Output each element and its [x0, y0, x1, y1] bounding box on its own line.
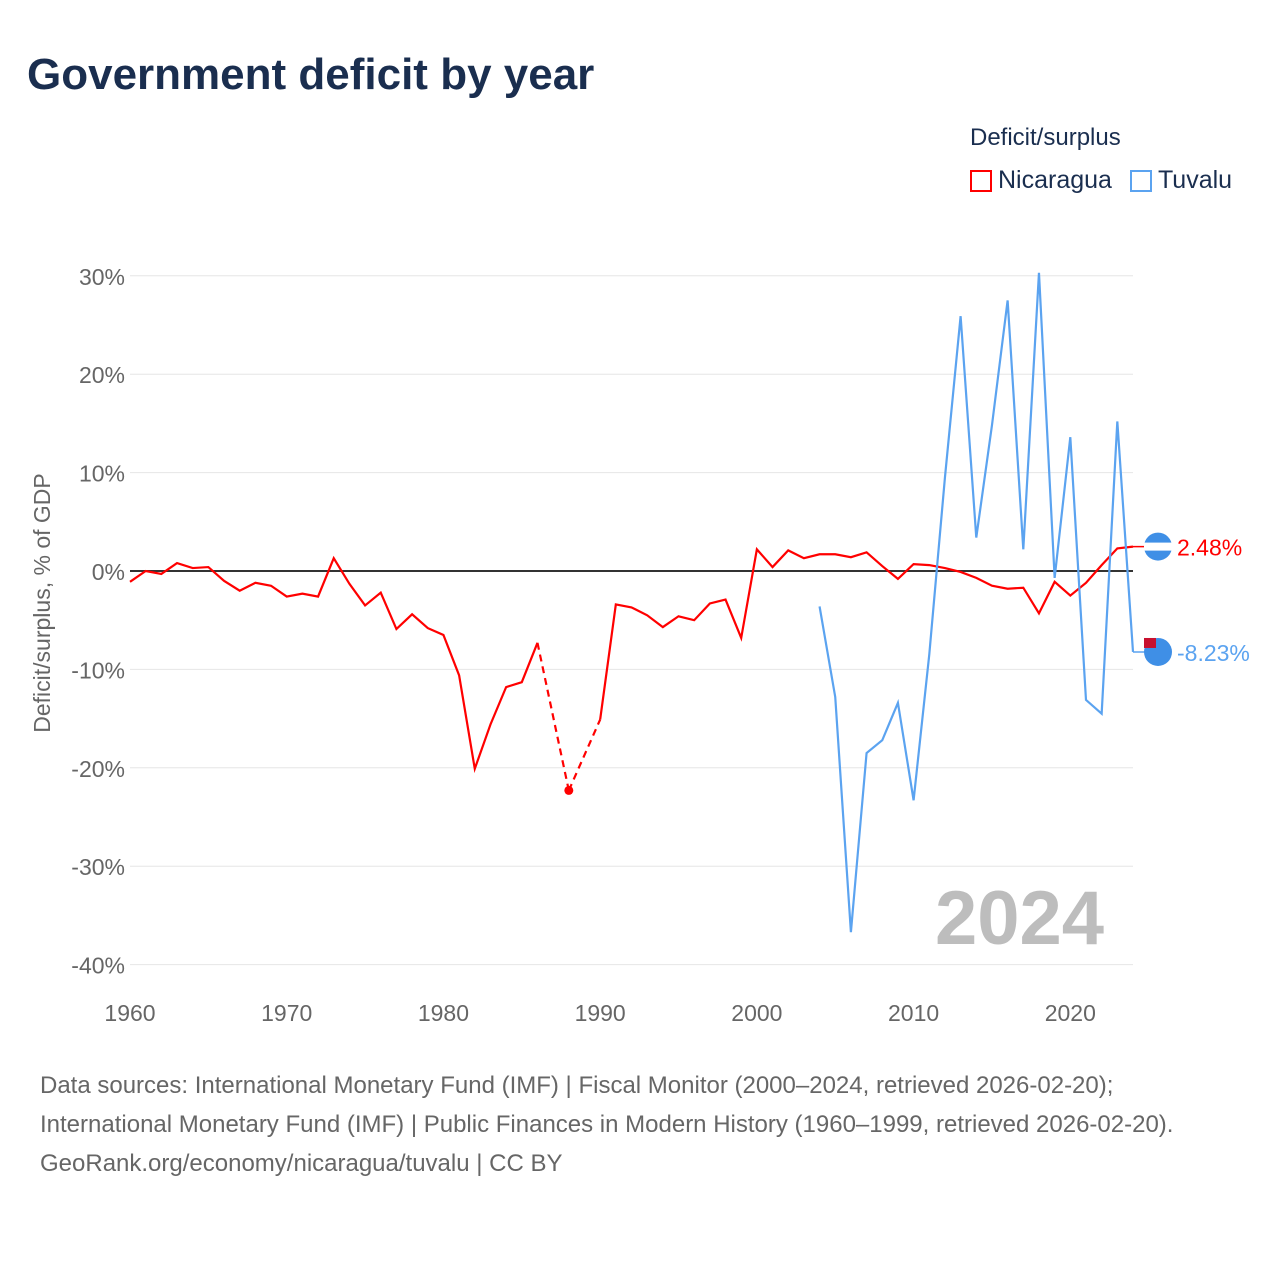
legend-swatch [1129, 169, 1152, 192]
legend-swatch [970, 169, 992, 192]
x-tick-label: 2010 [888, 1000, 939, 1026]
legend-item-tuvalu[interactable]: Tuvalu [1129, 166, 1233, 195]
series-gap-dashed [567, 719, 602, 791]
y-tick-label: 20% [79, 362, 125, 388]
source-note: Data sources: International Monetary Fun… [40, 1066, 1240, 1183]
legend-label: Tuvalu [1157, 166, 1233, 194]
y-tick-label: -10% [71, 657, 125, 683]
legend-label: Nicaragua [998, 166, 1112, 194]
x-tick-label: 2000 [731, 1000, 782, 1026]
year-watermark: 2024 [935, 876, 1104, 961]
x-tick-label: 1960 [104, 1000, 155, 1026]
legend: Nicaragua Tuvalu [970, 166, 1232, 195]
x-tick-label: 1970 [261, 1000, 312, 1026]
end-label: 2.48% [1177, 535, 1242, 561]
chart-title: Government deficit by year [27, 50, 595, 99]
series-line-nicaragua [599, 545, 1134, 720]
chart-plot: 2024 30% 20% 10% 0% -10% -20% -30% -40% 1960 1970… [29, 264, 1250, 1026]
source-link[interactable]: GeoRank.org/economy/nicaragua/tuvalu | C… [40, 1150, 563, 1177]
legend-title: Deficit/surplus [970, 124, 1121, 151]
y-tick-label: -30% [71, 854, 125, 880]
series-gap-dashed [536, 642, 570, 791]
y-tick-label: 10% [79, 461, 125, 487]
x-tick-label: 2020 [1045, 1000, 1096, 1026]
flag-icon-union [1144, 637, 1156, 648]
x-tick-label: 1990 [575, 1000, 626, 1026]
y-tick-label: 30% [79, 264, 125, 290]
y-tick-label: -40% [71, 953, 125, 979]
legend-item-nicaragua[interactable]: Nicaragua [970, 166, 1112, 195]
source-text: Data sources: International Monetary Fun… [40, 1072, 1174, 1138]
end-label: -8.23% [1177, 640, 1250, 666]
series-line-tuvalu [818, 272, 1135, 933]
series-line-nicaragua [129, 555, 539, 774]
x-tick-label: 1980 [418, 1000, 469, 1026]
y-axis-label: Deficit/surplus, % of GDP [29, 473, 55, 732]
flag-icon-stripe [1144, 542, 1172, 551]
y-tick-label: -20% [71, 756, 125, 782]
y-tick-label: 0% [92, 559, 125, 585]
